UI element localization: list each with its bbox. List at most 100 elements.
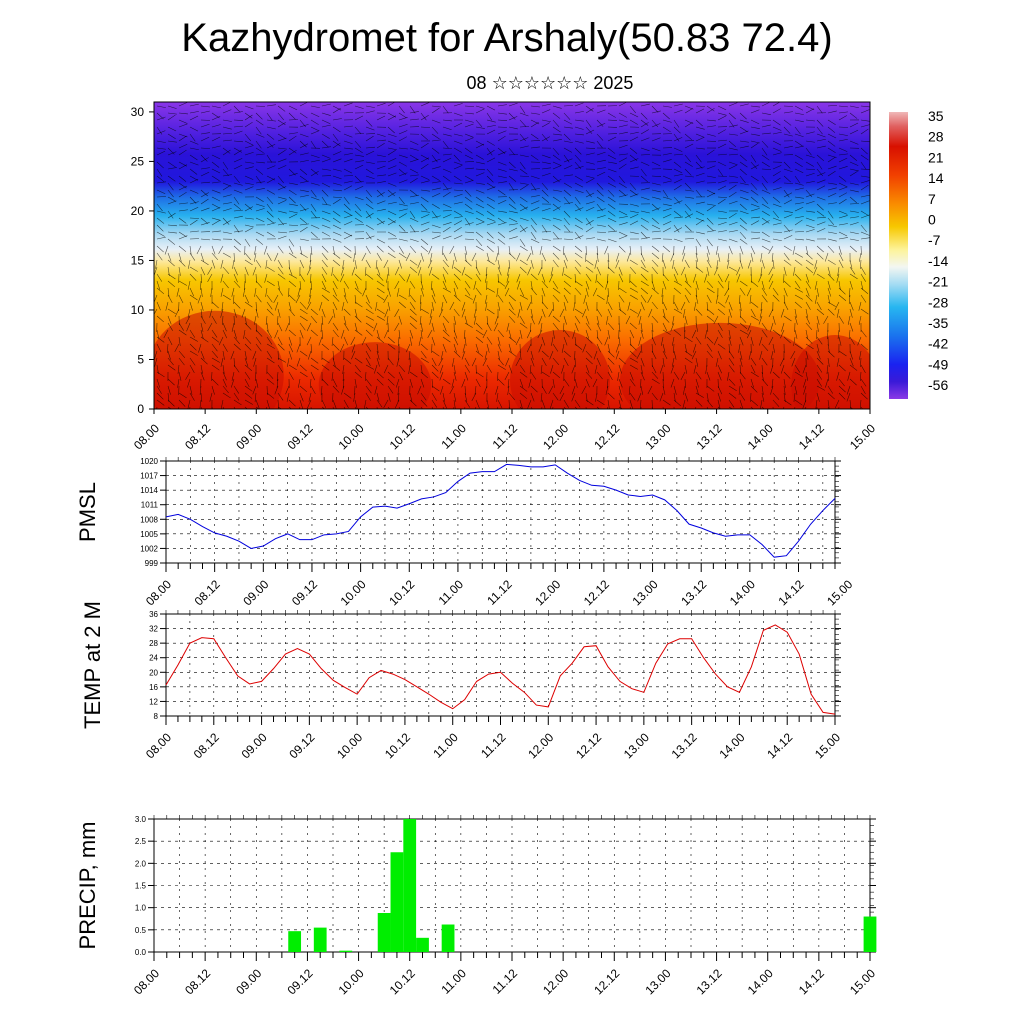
y-tick-label: 2.0 (135, 859, 147, 868)
wind-barb (310, 196, 320, 201)
wind-barb (770, 322, 774, 332)
series-line (165, 463, 836, 558)
wind-barb (497, 161, 507, 166)
wind-barb (409, 294, 416, 303)
wind-barb (552, 154, 561, 161)
wind-barb (651, 110, 661, 114)
wind-barb (321, 119, 331, 124)
wind-barb (255, 329, 263, 337)
heatmap-y-tick-label: 5 (137, 352, 144, 366)
wind-barb (255, 399, 260, 409)
wind-barb (772, 217, 782, 222)
wind-barb (497, 350, 500, 360)
wind-barb (574, 280, 583, 287)
wind-barb (266, 343, 275, 349)
colorbar-label: -56 (928, 377, 948, 393)
wind-barb (607, 217, 617, 223)
wind-barb (530, 231, 537, 240)
wind-barb (387, 150, 396, 156)
wind-barb (739, 336, 744, 346)
wind-barb (651, 147, 661, 152)
wind-barb (156, 378, 160, 388)
wind-barb (530, 392, 535, 402)
wind-barb (299, 208, 309, 212)
wind-barb (662, 159, 672, 163)
wind-barb (365, 189, 372, 198)
wind-barb (816, 172, 826, 177)
wind-barb (860, 287, 869, 294)
wind-barb (526, 301, 532, 311)
wind-barb (156, 236, 166, 240)
wind-barb (794, 206, 804, 212)
wind-barb (684, 168, 692, 176)
wind-barb (695, 266, 704, 273)
wind-barb (288, 245, 294, 255)
wind-barb (640, 119, 649, 126)
wind-barb (695, 108, 705, 114)
wind-barb (805, 252, 813, 260)
wind-barb (497, 217, 506, 224)
wind-barb (189, 133, 196, 142)
wind-barb (706, 350, 714, 359)
wind-barb (768, 280, 774, 290)
wind-barb (442, 259, 449, 268)
wind-barb (629, 147, 638, 154)
wind-barb (464, 137, 474, 142)
wind-barb (343, 185, 353, 191)
wind-barb (156, 231, 165, 237)
wind-barb (167, 189, 174, 198)
wind-barb (420, 214, 430, 219)
wind-barb (365, 329, 373, 337)
wind-barb (354, 147, 363, 154)
wind-barb (299, 119, 306, 128)
wind-barb (321, 399, 327, 409)
wind-barb (486, 182, 495, 189)
wind-barb (550, 364, 554, 374)
wind-barb (210, 287, 213, 297)
wind-barb (793, 392, 796, 402)
wind-barb (211, 189, 221, 194)
wind-barb (596, 208, 606, 212)
wind-barb (439, 364, 444, 374)
wind-barb (530, 406, 533, 409)
x-tick-label: 09.12 (284, 966, 315, 997)
wind-barb (541, 167, 551, 170)
wind-barb (640, 217, 649, 223)
wind-barb (794, 294, 804, 300)
wind-barb (607, 189, 615, 197)
wind-barb (475, 231, 484, 238)
wind-barb (189, 201, 199, 205)
wind-barb (552, 119, 560, 127)
wind-barb (519, 161, 526, 170)
wind-barb (211, 406, 213, 409)
wind-barb (860, 119, 870, 122)
wind-barb (189, 111, 199, 114)
wind-barb (640, 322, 643, 332)
wind-barb (750, 231, 760, 233)
wind-barb (517, 308, 521, 318)
wind-barb (684, 203, 692, 211)
wind-barb (836, 308, 840, 318)
wind-barb (409, 336, 413, 346)
wind-barb (431, 119, 441, 124)
wind-barb (233, 175, 240, 184)
wind-barb (497, 294, 504, 303)
wind-barb (761, 231, 770, 238)
wind-barb (508, 210, 518, 214)
wind-barb (739, 224, 748, 231)
wind-barb (695, 217, 705, 222)
wind-barb (585, 406, 587, 409)
wind-barb (849, 266, 856, 275)
wind-barb (783, 406, 785, 409)
wind-barb (398, 259, 402, 269)
wind-barb (860, 280, 864, 290)
wind-barb (211, 315, 217, 324)
x-tick-label: 10.12 (387, 966, 418, 997)
wind-barb (815, 399, 818, 409)
wind-barb (783, 252, 790, 261)
wind-barb (343, 280, 349, 289)
wind-barb (200, 287, 203, 297)
wind-barb (354, 105, 364, 109)
wind-barb (662, 203, 672, 207)
wind-barb (661, 287, 664, 297)
